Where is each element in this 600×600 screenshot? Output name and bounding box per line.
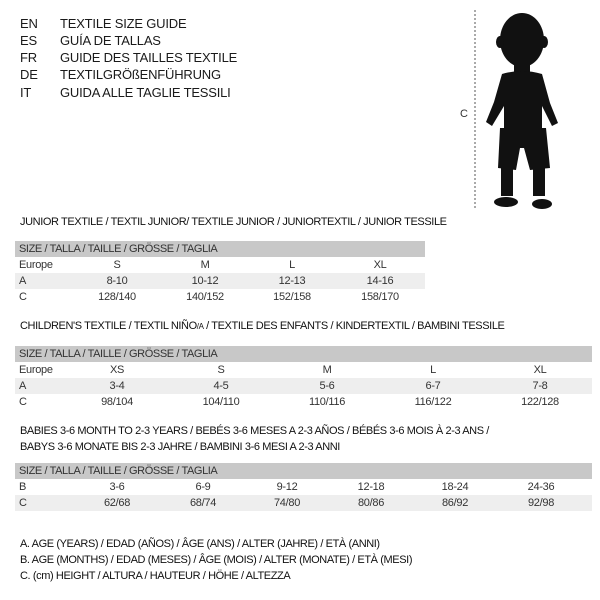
table-cell: 24-36 <box>527 481 555 493</box>
table-cell: 9-12 <box>276 481 298 493</box>
title-part: / TEXTILE DES ENFANTS / KINDERTEXTIL / B… <box>203 320 505 332</box>
junior-section-title: JUNIOR TEXTILE / TEXTIL JUNIOR/ TEXTILE … <box>20 216 447 228</box>
row-label: C <box>19 396 27 408</box>
table-cell: 68/74 <box>189 497 217 509</box>
table-cell: XL <box>533 364 547 376</box>
babies-section-title-line1: BABIES 3-6 MONTH TO 2-3 YEARS / BEBÉS 3-… <box>20 425 489 437</box>
lang-code-fr: FR <box>20 50 37 65</box>
table-cell: 5-6 <box>319 380 335 392</box>
title-part: CHILDREN'S TEXTILE / TEXTIL NIÑO <box>20 320 197 332</box>
table-row: Europe XS S M L XL <box>15 362 592 378</box>
table-cell: 92/98 <box>527 497 555 509</box>
table-cell: 62/68 <box>103 497 131 509</box>
table-cell: 122/128 <box>521 396 559 408</box>
row-label: C <box>19 291 27 303</box>
legend-b: B. AGE (MONTHS) / EDAD (MESES) / ÂGE (MO… <box>20 554 413 566</box>
row-label: C <box>19 497 27 509</box>
babies-size-table: SIZE / TALLA / TAILLE / GRÖSSE / TAGLIA … <box>15 463 592 511</box>
legend-c: C. (cm) HEIGHT / ALTURA / HAUTEUR / HÖHE… <box>20 570 291 582</box>
row-label: A <box>19 275 27 287</box>
table-cell: XL <box>373 259 387 271</box>
lang-code-es: ES <box>20 33 37 48</box>
table-cell: L <box>430 364 436 376</box>
table-cell: 18-24 <box>441 481 469 493</box>
table-row: Europe S M L XL <box>15 257 425 273</box>
lang-code-it: IT <box>20 85 32 100</box>
table-row: C 98/104 104/110 110/116 116/122 122/128 <box>15 394 592 410</box>
children-size-table: SIZE / TALLA / TAILLE / GRÖSSE / TAGLIA … <box>15 346 592 410</box>
lang-code-en: EN <box>20 16 38 31</box>
table-cell: 110/116 <box>308 396 346 408</box>
table-cell: S <box>217 364 225 376</box>
table-cell: 6-7 <box>425 380 441 392</box>
lang-title-de: TEXTILGRÖßENFÜHRUNG <box>60 67 221 82</box>
table-row: B 3-6 6-9 9-12 12-18 18-24 24-36 <box>15 479 592 495</box>
size-header: SIZE / TALLA / TAILLE / GRÖSSE / TAGLIA <box>15 241 425 257</box>
child-silhouette-icon <box>474 10 558 209</box>
table-row: C 62/68 68/74 74/80 80/86 86/92 92/98 <box>15 495 592 511</box>
table-cell: 86/92 <box>441 497 469 509</box>
row-label: Europe <box>19 259 53 271</box>
height-label: C <box>460 108 468 120</box>
table-cell: 152/158 <box>273 291 311 303</box>
legend-a: A. AGE (YEARS) / EDAD (AÑOS) / ÂGE (ANS)… <box>20 538 380 550</box>
table-cell: S <box>113 259 121 271</box>
row-label: Europe <box>19 364 53 376</box>
table-cell: 128/140 <box>98 291 136 303</box>
lang-title-it: GUIDA ALLE TAGLIE TESSILI <box>60 85 231 100</box>
table-cell: 116/122 <box>414 396 452 408</box>
lang-code-de: DE <box>20 67 38 82</box>
table-cell: 104/110 <box>202 396 240 408</box>
table-cell: L <box>289 259 295 271</box>
lang-title-fr: GUIDE DES TAILLES TEXTILE <box>60 50 238 65</box>
table-cell: 12-13 <box>278 275 306 287</box>
table-row: A 8-10 10-12 12-13 14-16 <box>15 273 425 289</box>
table-cell: 10-12 <box>191 275 219 287</box>
table-cell: 98/104 <box>101 396 133 408</box>
table-cell: M <box>322 364 332 376</box>
table-cell: 80/86 <box>357 497 385 509</box>
row-label: B <box>19 481 27 493</box>
table-cell: 74/80 <box>273 497 301 509</box>
table-cell: 7-8 <box>532 380 548 392</box>
lang-title-en: TEXTILE SIZE GUIDE <box>60 16 187 31</box>
table-cell: 3-4 <box>109 380 125 392</box>
junior-size-table: SIZE / TALLA / TAILLE / GRÖSSE / TAGLIA … <box>15 241 425 305</box>
babies-section-title-line2: BABYS 3-6 MONATE BIS 2-3 JAHRE / BAMBINI… <box>20 441 340 453</box>
size-header: SIZE / TALLA / TAILLE / GRÖSSE / TAGLIA <box>15 463 592 479</box>
row-label: A <box>19 380 27 392</box>
table-cell: M <box>200 259 210 271</box>
table-cell: 4-5 <box>213 380 229 392</box>
table-cell: 14-16 <box>366 275 394 287</box>
table-cell: 3-6 <box>109 481 125 493</box>
size-header: SIZE / TALLA / TAILLE / GRÖSSE / TAGLIA <box>15 346 592 362</box>
table-cell: 8-10 <box>106 275 128 287</box>
children-section-title: CHILDREN'S TEXTILE / TEXTIL NIÑO/A / TEX… <box>20 320 505 332</box>
table-row: C 128/140 140/152 152/158 158/170 <box>15 289 425 305</box>
table-cell: 6-9 <box>195 481 211 493</box>
table-cell: XS <box>109 364 125 376</box>
table-row: A 3-4 4-5 5-6 6-7 7-8 <box>15 378 592 394</box>
table-cell: 140/152 <box>186 291 224 303</box>
table-cell: 12-18 <box>357 481 385 493</box>
title-subscript: /A <box>196 322 204 331</box>
table-cell: 158/170 <box>361 291 399 303</box>
lang-title-es: GUÍA DE TALLAS <box>60 33 161 48</box>
